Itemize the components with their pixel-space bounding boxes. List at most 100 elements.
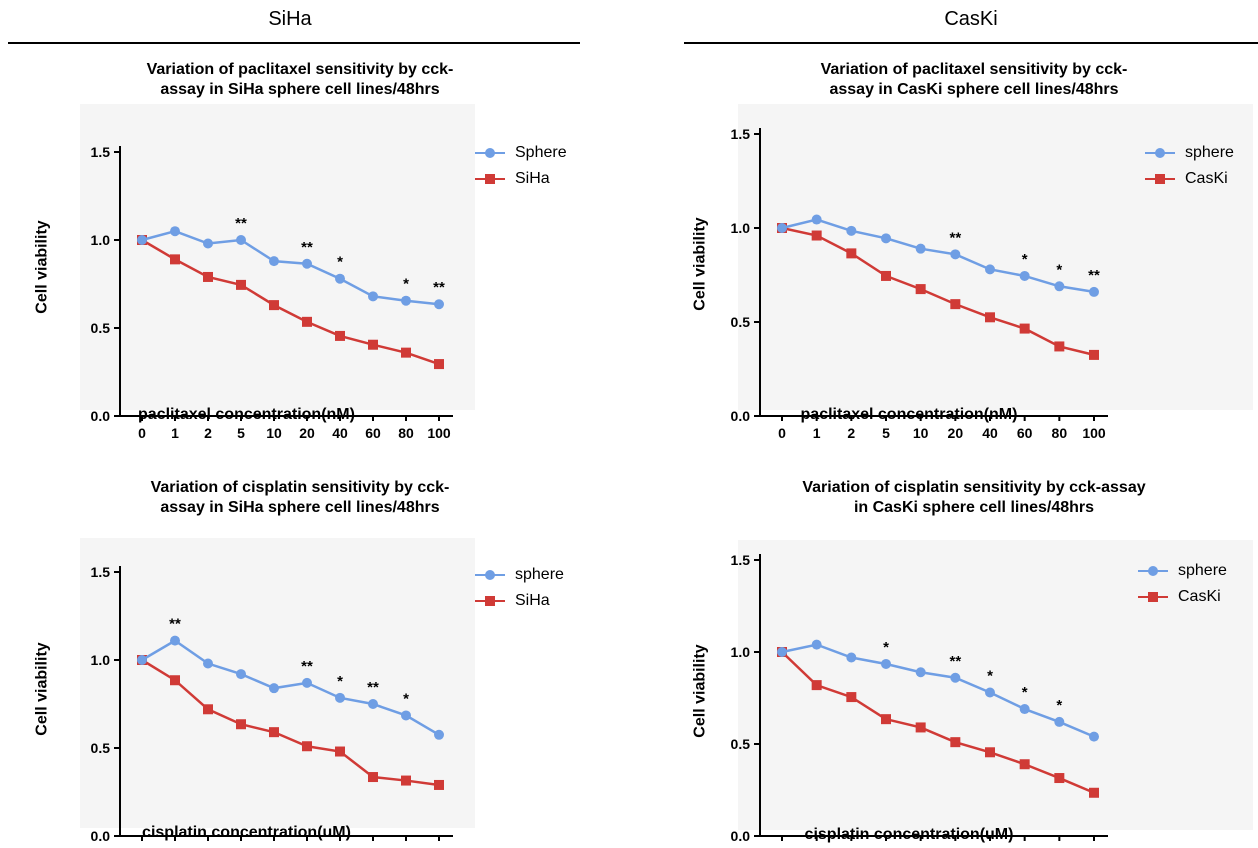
data-point-control — [302, 741, 312, 752]
circle-marker-icon — [475, 568, 505, 582]
x-tick-label: 1 — [171, 845, 179, 848]
y-tick-label: 0.5 — [91, 320, 111, 336]
x-tick-label: 2 — [847, 845, 855, 848]
data-point-sphere — [1054, 281, 1065, 292]
x-axis-label: paclitaxel concentration(nM) — [800, 406, 1018, 423]
x-axis-label: cisplatin concentration(uM) — [142, 824, 351, 841]
data-point-control — [401, 347, 411, 358]
x-tick-label: 0 — [138, 425, 146, 440]
y-tick-label: 0.0 — [91, 828, 111, 844]
x-tick-label: 5 — [237, 845, 245, 848]
significance-mark: * — [1022, 251, 1028, 268]
legend-label: sphere — [1185, 144, 1234, 161]
x-axis-label: cisplatin concentration(uM) — [804, 826, 1014, 843]
data-point-control — [950, 737, 961, 748]
data-point-control — [1019, 323, 1030, 334]
data-point-control — [950, 299, 961, 310]
data-point-sphere — [950, 249, 961, 260]
series-line-0 — [141, 229, 440, 306]
legend-label: CasKi — [1185, 170, 1228, 187]
significance-mark: * — [337, 254, 343, 271]
x-tick-label: 100 — [1082, 425, 1106, 440]
significance-mark: ** — [301, 239, 313, 256]
data-point-control — [985, 312, 995, 323]
data-point-control — [269, 300, 279, 311]
x-tick-label: 10 — [266, 845, 282, 848]
data-point-control — [269, 727, 279, 738]
legend-label: SiHa — [515, 170, 550, 187]
data-point-sphere — [269, 256, 279, 267]
data-point-sphere — [985, 264, 995, 275]
legend-label: Sphere — [515, 144, 567, 161]
data-point-control — [203, 704, 213, 715]
data-point-control — [811, 680, 822, 691]
data-point-sphere — [881, 658, 891, 669]
x-axis-label: paclitaxel concentration(nM) — [138, 406, 355, 423]
series-line-0 — [781, 218, 1095, 294]
x-tick-label: 10 — [913, 425, 929, 440]
data-point-control — [1019, 759, 1030, 770]
x-tick-label: 20 — [948, 425, 964, 440]
chart-legend: sphere SiHa — [475, 562, 564, 614]
significance-mark: ** — [949, 653, 961, 670]
significance-mark: * — [1022, 684, 1028, 701]
data-point-sphere — [335, 273, 345, 284]
data-point-sphere — [985, 687, 995, 698]
y-tick-label: 0.0 — [731, 408, 751, 424]
chart-panel-caski-paclitaxel: Variation of paclitaxel sensitivity by c… — [690, 50, 1258, 440]
x-tick-label: 2 — [204, 425, 212, 440]
x-tick-label: 100 — [427, 425, 451, 440]
x-tick-label: 100 — [427, 845, 451, 848]
legend-item: sphere — [1138, 558, 1227, 584]
data-point-sphere — [1089, 286, 1099, 297]
data-point-sphere — [434, 729, 444, 740]
data-point-control — [985, 747, 995, 758]
data-point-control — [1089, 349, 1099, 360]
data-point-control — [236, 279, 246, 290]
chart-legend: Sphere SiHa — [475, 140, 567, 192]
y-axis-label: Cell viability — [691, 644, 709, 738]
series-line-1 — [141, 658, 440, 787]
plot-background — [738, 540, 1253, 830]
data-point-control — [368, 339, 378, 350]
data-point-sphere — [302, 258, 312, 269]
significance-mark: * — [883, 639, 889, 656]
x-tick-label: 10 — [266, 425, 282, 440]
significance-mark: * — [1056, 697, 1062, 714]
x-tick-label: 20 — [948, 845, 964, 848]
plot-background — [80, 104, 475, 410]
chart-panel-siha-paclitaxel: Variation of paclitaxel sensitivity by c… — [20, 50, 580, 440]
data-point-sphere — [881, 233, 891, 244]
data-point-sphere — [269, 683, 279, 694]
data-point-control — [203, 271, 213, 282]
significance-mark: * — [403, 276, 409, 293]
x-tick-label: 0 — [778, 425, 786, 440]
data-point-sphere — [777, 223, 787, 233]
significance-mark: * — [403, 690, 409, 707]
data-point-control — [846, 692, 857, 703]
x-tick-label: 5 — [882, 845, 890, 848]
legend-label: sphere — [1178, 562, 1227, 579]
data-point-sphere — [137, 655, 147, 665]
column-header-siha: SiHa — [268, 8, 312, 30]
data-point-control — [811, 230, 822, 241]
data-point-control — [881, 714, 891, 725]
legend-item: Sphere — [475, 140, 567, 166]
x-tick-label: 100 — [1082, 845, 1106, 848]
data-point-control — [915, 722, 926, 733]
data-point-sphere — [811, 639, 822, 650]
legend-item: SiHa — [475, 588, 564, 614]
series-line-1 — [781, 651, 1095, 794]
y-tick-label: 1.5 — [731, 126, 751, 142]
data-point-sphere — [137, 235, 147, 245]
significance-mark: ** — [1088, 267, 1100, 284]
plot-background — [738, 104, 1253, 410]
x-tick-label: 1 — [171, 425, 179, 440]
legend-label: CasKi — [1178, 588, 1221, 605]
x-tick-label: 40 — [332, 845, 348, 848]
data-point-sphere — [846, 652, 857, 663]
x-tick-label: 40 — [982, 845, 998, 848]
data-point-sphere — [170, 226, 180, 237]
chart-legend: sphere CasKi — [1138, 558, 1227, 610]
x-tick-label: 40 — [982, 425, 998, 440]
